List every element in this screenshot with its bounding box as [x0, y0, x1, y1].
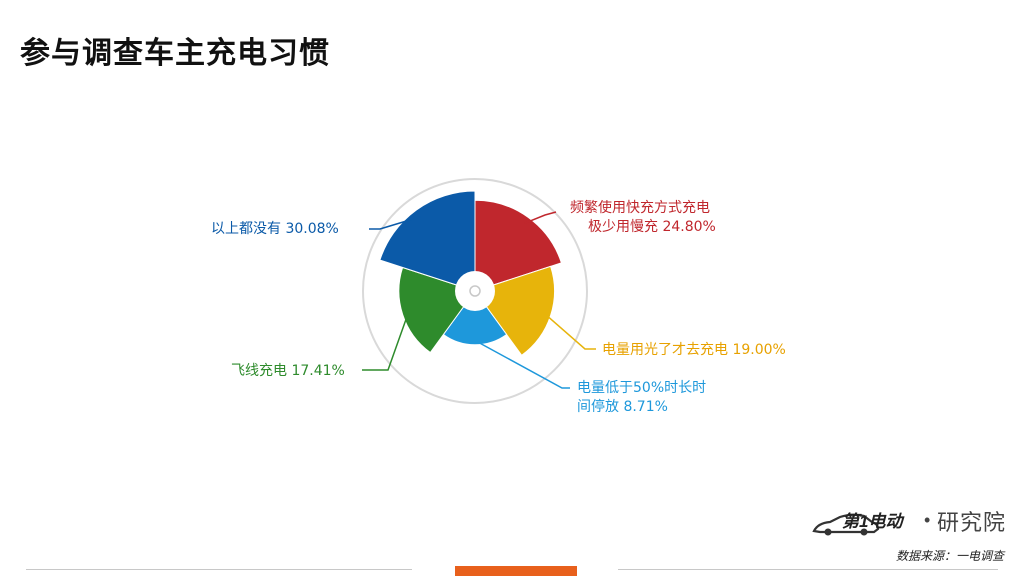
chart-outer-ring — [362, 178, 588, 404]
brand-logo: 第1电动 • — [812, 510, 930, 536]
car-wheel-rear — [860, 528, 868, 536]
footer-divider-left — [26, 569, 412, 570]
label-slice-3-line2: 间停放 8.71% — [577, 399, 668, 415]
label-slice-1: 频繁使用快充方式充电 极少用慢充 24.80% — [570, 199, 716, 237]
car-icon — [812, 513, 880, 534]
leader-line-4 — [362, 312, 410, 371]
label-slice-1-line1: 频繁使用快充方式充电 — [570, 200, 710, 216]
chart-center-hole — [455, 271, 495, 311]
leader-line-1 — [523, 211, 557, 225]
label-slice-2: 电量用光了才去充电 19.00% — [602, 342, 786, 358]
footer-accent-bar — [455, 566, 577, 576]
label-slice-4: 飞线充电 17.41% — [231, 363, 345, 379]
data-source: 数据来源：一电调查 — [895, 549, 1004, 563]
label-slice-5: 以上都没有 30.08% — [211, 221, 339, 237]
leader-line-5 — [369, 215, 422, 230]
logo-suffix: 研究院 — [937, 511, 1007, 536]
logo-brand-text: 第1电动 — [842, 512, 905, 531]
chart-center-mark — [469, 285, 481, 297]
label-slice-3-line1: 电量低于50%时长时 — [577, 380, 707, 396]
pie-slice-5 — [379, 190, 476, 292]
leader-line-2 — [544, 313, 596, 350]
label-slice-1-line2: 极少用慢充 24.80% — [588, 219, 716, 235]
footer-divider-right — [618, 569, 998, 570]
car-wheel-front — [824, 528, 832, 536]
label-slice-3: 电量低于50%时长时 间停放 8.71% — [577, 379, 706, 417]
pie-slice-3 — [442, 290, 508, 346]
page-title: 参与调查车主充电习惯 — [20, 36, 330, 71]
pie-slice-1 — [474, 199, 563, 292]
leader-line-3 — [474, 339, 570, 389]
logo-separator: • — [924, 510, 930, 530]
